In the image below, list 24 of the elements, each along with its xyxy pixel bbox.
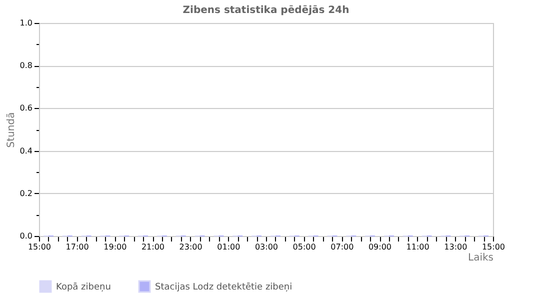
x-tick-label: 05:00 (292, 242, 316, 252)
y-tick-label: 0.8 (20, 61, 32, 70)
legend-label: Stacijas Lodz detektētie zibeņi (155, 282, 292, 293)
x-tick-label: 23:00 (179, 242, 202, 252)
x-tick-label: 21:00 (141, 242, 165, 252)
x-tick-label: 15:00 (482, 242, 506, 252)
x-tick-label: 01:00 (217, 242, 240, 252)
y-tick-label: 0.2 (20, 188, 32, 198)
x-tick-label: 03:00 (254, 242, 278, 252)
legend-label: Kopā zibeņu (56, 282, 111, 293)
y-axis-title: Stundā (6, 112, 17, 148)
x-tick-label: 11:00 (406, 242, 430, 252)
x-tick-label: 15:00 (28, 242, 52, 252)
x-tick-label: 19:00 (104, 242, 127, 252)
x-axis-title: Laiks (468, 252, 494, 264)
y-tick-label: 0.6 (20, 104, 32, 113)
x-tick-label: 17:00 (66, 242, 89, 252)
x-tick-label: 07:00 (330, 242, 354, 252)
chart-title: Zibens statistika pēdējās 24h (182, 5, 350, 16)
x-tick-label: 09:00 (368, 242, 392, 252)
y-tick-label: 0.4 (20, 146, 32, 156)
y-tick-label: 1.0 (20, 18, 32, 28)
y-tick-label: 0.0 (20, 232, 32, 240)
x-tick-label: 13:00 (444, 242, 468, 252)
